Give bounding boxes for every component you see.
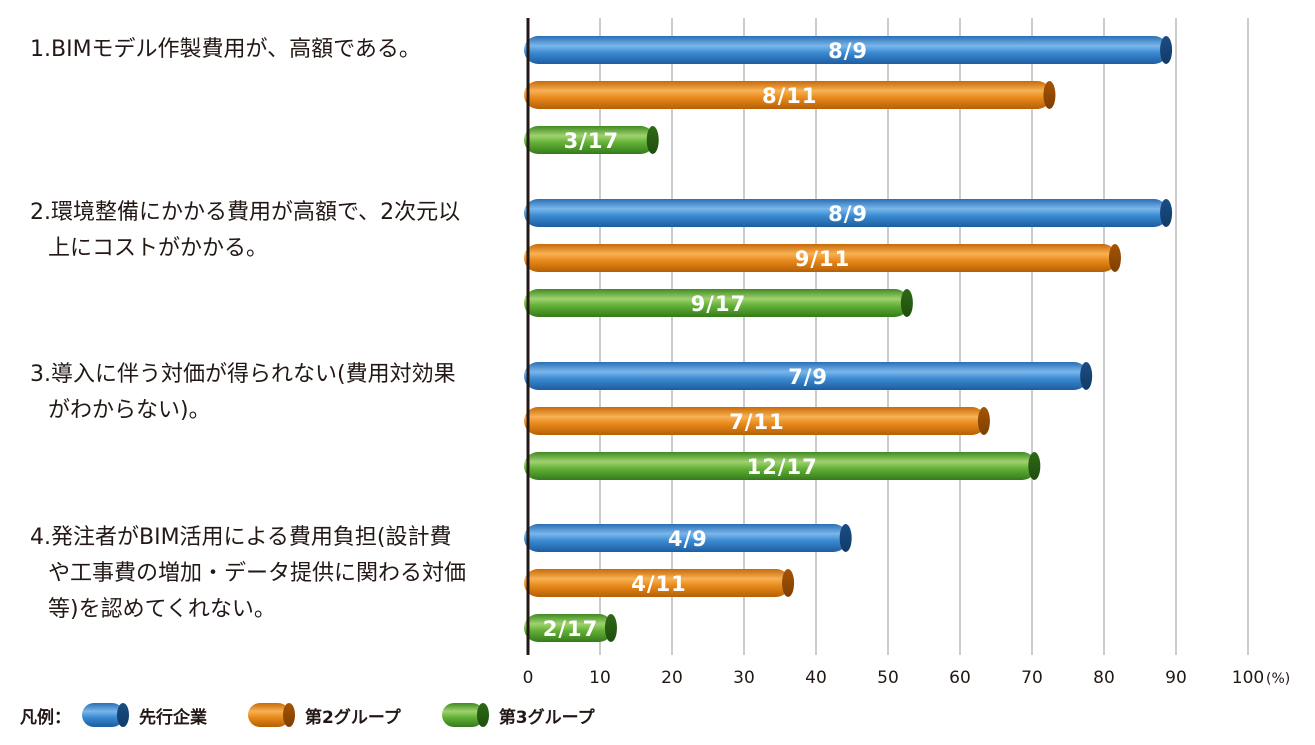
bar-cap-3-2 xyxy=(604,614,617,642)
data-label-3-0: 4/9 xyxy=(668,527,708,551)
x-tick-label-70: 70 xyxy=(1021,668,1043,688)
data-label-1-0: 8/9 xyxy=(828,202,868,226)
bar-body-1-2 xyxy=(524,289,909,317)
category-label-line: 上にコストがかかる。 xyxy=(48,236,269,261)
category-label-line: 4.発注者がBIM活用による費用負担(設計費 xyxy=(30,525,452,550)
x-tick-label-90: 90 xyxy=(1165,668,1187,688)
bar-cap-1-2 xyxy=(900,289,913,317)
bar-cap-0-1 xyxy=(1043,81,1056,109)
bar-body-1-0 xyxy=(524,199,1169,227)
x-axis: 0 10 20 30 40 50 60 70 80 90 100 (%) xyxy=(523,668,1291,688)
data-label-1-2: 9/17 xyxy=(691,292,747,316)
legend-swatch-1 xyxy=(248,703,295,727)
legend-swatch-2 xyxy=(441,703,489,727)
x-tick-label-20: 20 xyxy=(661,668,683,688)
x-tick-label-40: 40 xyxy=(805,668,827,688)
data-label-0-2: 3/17 xyxy=(564,129,620,153)
bar-cap-0-2 xyxy=(646,126,659,154)
bar-cap-2-0 xyxy=(1080,362,1093,390)
bar-cap-3-1 xyxy=(782,569,795,597)
category-label-1: 1.BIMモデル作製費用が、高額である。 xyxy=(30,32,520,68)
data-label-3-1: 4/11 xyxy=(631,572,687,596)
bar-body-2-2 xyxy=(524,452,1037,480)
bar-body-1-1 xyxy=(524,244,1117,272)
bar-body-0-0 xyxy=(524,36,1169,64)
bar-cap-3-0 xyxy=(839,524,852,552)
bar-cap-1-0 xyxy=(1160,199,1173,227)
bars: 8/9 8/11 3/17 8/9 9/11 9/17 7/97/11 12/17 4/9 4/1… xyxy=(524,36,1173,642)
bar-0-2: 3/17 xyxy=(524,126,659,154)
bar-0-1: 8/11 xyxy=(524,81,1056,109)
legend-label-2: 第3グループ xyxy=(498,707,595,728)
category-label-3: 3.導入に伴う対価が得られない(費用対効果がわからない)。 xyxy=(30,357,520,429)
bar-cap-2-1 xyxy=(977,407,990,435)
x-tick-label-0: 0 xyxy=(523,668,534,688)
bar-0-0: 8/9 xyxy=(524,36,1173,64)
bar-cap-1-1 xyxy=(1108,244,1121,272)
bar-body-3-0 xyxy=(524,524,848,552)
bar-body-0-2 xyxy=(524,126,655,154)
bar-1-2: 9/17 xyxy=(524,289,913,317)
x-tick-label-50: 50 xyxy=(877,668,899,688)
legend-title: 凡例： xyxy=(20,707,71,728)
legend-label-1: 第2グループ xyxy=(305,707,401,728)
data-label-0-1: 8/11 xyxy=(762,84,818,108)
x-tick-label-10: 10 xyxy=(589,668,611,688)
bar-body-2-0 xyxy=(524,362,1089,390)
data-label-2-0: 7/9 xyxy=(788,365,828,389)
legend-swatch-0 xyxy=(82,703,129,727)
x-tick-label-100: 100 xyxy=(1232,668,1264,688)
legend-item-1: 第2グループ xyxy=(247,702,401,728)
bar-3-2: 2/17 xyxy=(524,614,617,642)
bar-cap-0-0 xyxy=(1160,36,1173,64)
bar-3-1: 4/11 xyxy=(524,569,795,597)
category-label-line: 等)を認めてくれない。 xyxy=(48,597,276,622)
legend-label-0: 先行企業 xyxy=(139,707,207,728)
data-label-2-1: 7/11 xyxy=(729,410,785,434)
legend: 凡例： 先行企業 第2グループ 第3グループ xyxy=(20,700,635,730)
data-label-3-2: 2/17 xyxy=(543,617,599,641)
bar-2-0: 7/9 xyxy=(524,362,1093,390)
category-label-4: 4.発注者がBIM活用による費用負担(設計費や工事費の増加・データ提供に関わる対… xyxy=(30,520,520,628)
category-label-2: 2.環境整備にかかる費用が高額で、2次元以上にコストがかかる。 xyxy=(30,195,520,267)
bar-body-2-1 xyxy=(524,407,986,435)
x-tick-label-80: 80 xyxy=(1093,668,1115,688)
data-label-1-1: 9/11 xyxy=(795,247,851,271)
bar-3-0: 4/9 xyxy=(524,524,852,552)
x-unit-label: (%) xyxy=(1266,671,1290,687)
bar-1-1: 9/11 xyxy=(524,244,1121,272)
x-tick-label-30: 30 xyxy=(733,668,755,688)
category-label-line: がわからない)。 xyxy=(48,398,211,423)
legend-item-0: 先行企業 xyxy=(81,702,207,728)
bar-body-3-2 xyxy=(524,614,613,642)
bar-1-0: 8/9 xyxy=(524,199,1173,227)
x-tick-label-60: 60 xyxy=(949,668,971,688)
category-label-line: 1.BIMモデル作製費用が、高額である。 xyxy=(30,37,421,62)
category-label-line: 2.環境整備にかかる費用が高額で、2次元以 xyxy=(30,200,461,225)
data-label-2-2: 12/17 xyxy=(747,455,818,479)
legend-item-2: 第3グループ xyxy=(441,702,595,728)
bar-2-2: 12/17 xyxy=(524,452,1041,480)
bar-2-1: 7/11 xyxy=(524,407,990,435)
bar-body-3-1 xyxy=(524,569,791,597)
bar-cap-2-2 xyxy=(1028,452,1041,480)
category-label-line: 3.導入に伴う対価が得られない(費用対効果 xyxy=(30,362,456,387)
data-label-0-0: 8/9 xyxy=(828,39,868,63)
category-label-line: や工事費の増加・データ提供に関わる対価 xyxy=(48,561,467,586)
grid-lines xyxy=(599,18,1249,655)
bar-body-0-1 xyxy=(524,81,1052,109)
